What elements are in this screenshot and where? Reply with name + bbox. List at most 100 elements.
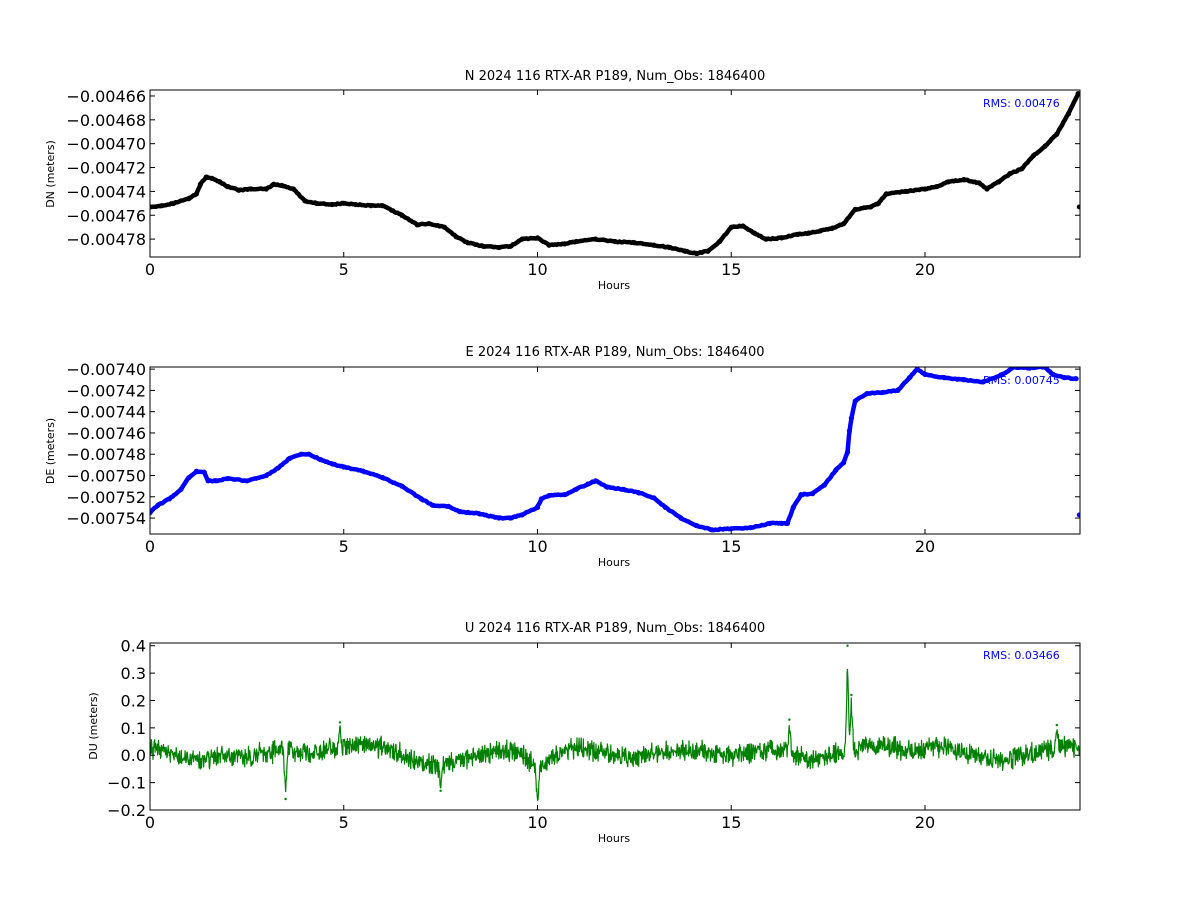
data-point [666, 244, 672, 251]
data-point [1055, 723, 1059, 727]
x-tick-label: 5 [339, 260, 349, 279]
data-point [1065, 111, 1071, 117]
x-tick-label: 0 [145, 537, 155, 556]
data-point [846, 428, 853, 434]
y-tick-label: −0.00476 [66, 206, 146, 225]
data-point [829, 225, 835, 231]
data-point [379, 203, 386, 209]
data-point [302, 198, 308, 204]
data-point [445, 503, 451, 509]
data-point [193, 468, 200, 474]
y-tick-label: −0.00478 [66, 230, 146, 249]
data-point [593, 236, 599, 242]
data-point [546, 242, 552, 248]
y-tick-label: −0.00750 [66, 466, 146, 485]
y-tick-label: 0.1 [121, 719, 146, 738]
data-point [620, 486, 626, 492]
data-point [1019, 166, 1025, 172]
data-point [945, 179, 951, 185]
data-point [779, 520, 785, 527]
data-point [788, 718, 791, 721]
data-point [999, 371, 1006, 377]
x-tick-label: 15 [721, 813, 741, 832]
data-point [879, 389, 886, 396]
data-point [201, 469, 207, 475]
data-point [784, 520, 791, 527]
data-point [224, 184, 231, 190]
data-point [476, 511, 482, 517]
data-point [682, 248, 688, 254]
x-tick-label: 0 [145, 260, 155, 279]
data-point [150, 510, 153, 516]
data-point [728, 526, 734, 532]
x-tick-label: 10 [527, 260, 547, 279]
x-axis-label: Hours [598, 832, 630, 845]
x-tick-label: 10 [527, 813, 547, 832]
y-tick-label: 0.2 [121, 691, 146, 710]
data-point [585, 481, 591, 487]
data-point [1030, 153, 1037, 159]
plot-area [150, 91, 1080, 256]
data-point [1050, 371, 1056, 377]
y-tick-label: −0.1 [107, 774, 146, 793]
chart-title: E 2024 116 RTX-AR P189, Num_Obs: 1846400 [466, 345, 765, 360]
x-axis-label: Hours [598, 556, 630, 569]
data-point [864, 391, 870, 397]
data-point [1027, 367, 1033, 371]
data-point [883, 191, 889, 197]
data-point [984, 186, 990, 192]
data-point [1007, 170, 1013, 177]
data-point [418, 496, 424, 502]
data-point [961, 176, 967, 183]
data-point [562, 492, 568, 498]
data-point [763, 236, 769, 242]
panel-u: U 2024 116 RTX-AR P189, Num_Obs: 1846400… [87, 621, 1081, 845]
data-point [480, 243, 486, 249]
data-point [821, 482, 827, 488]
data-point [205, 478, 211, 484]
data-point [1042, 143, 1048, 149]
data-point [275, 465, 281, 471]
y-tick-label: −0.00746 [66, 424, 146, 443]
data-point [271, 181, 277, 187]
data-point [546, 493, 552, 499]
y-tick-label: 0.4 [121, 637, 146, 656]
x-axis-label: Hours [598, 279, 630, 292]
data-point [368, 203, 374, 209]
data-point [150, 204, 153, 210]
data-point [895, 387, 901, 393]
data-point [1073, 376, 1079, 382]
data-point [519, 512, 525, 518]
data-point [197, 181, 203, 187]
outlier-point [1076, 204, 1080, 210]
panel-n: N 2024 116 RTX-AR P189, Num_Obs: 1846400… [44, 69, 1081, 292]
data-point [290, 186, 296, 192]
panel-e: E 2024 116 RTX-AR P189, Num_Obs: 1846400… [44, 345, 1081, 569]
data-point [868, 204, 874, 210]
data-point [1075, 91, 1080, 97]
y-tick-label: −0.00474 [66, 182, 146, 201]
data-point [593, 478, 599, 484]
data-point [693, 522, 700, 529]
y-tick-label: −0.00470 [66, 135, 146, 154]
y-tick-label: −0.00740 [66, 360, 146, 379]
data-point [1061, 375, 1068, 381]
data-point [159, 203, 165, 209]
data-point [662, 504, 669, 510]
data-point [996, 179, 1002, 185]
data-point [306, 451, 312, 457]
data-point [806, 230, 812, 236]
data-point [263, 472, 269, 479]
data-point [728, 224, 734, 230]
rms-annotation: RMS: 0.00476 [983, 97, 1060, 110]
data-point [790, 504, 796, 510]
data-point [748, 525, 754, 531]
rms-annotation: RMS: 0.00745 [983, 374, 1060, 387]
data-point [678, 515, 684, 521]
y-axis-label: DE (meters) [44, 418, 57, 484]
x-tick-label: 5 [339, 537, 349, 556]
data-point [341, 200, 347, 206]
data-point [379, 475, 386, 481]
data-point [263, 186, 269, 192]
